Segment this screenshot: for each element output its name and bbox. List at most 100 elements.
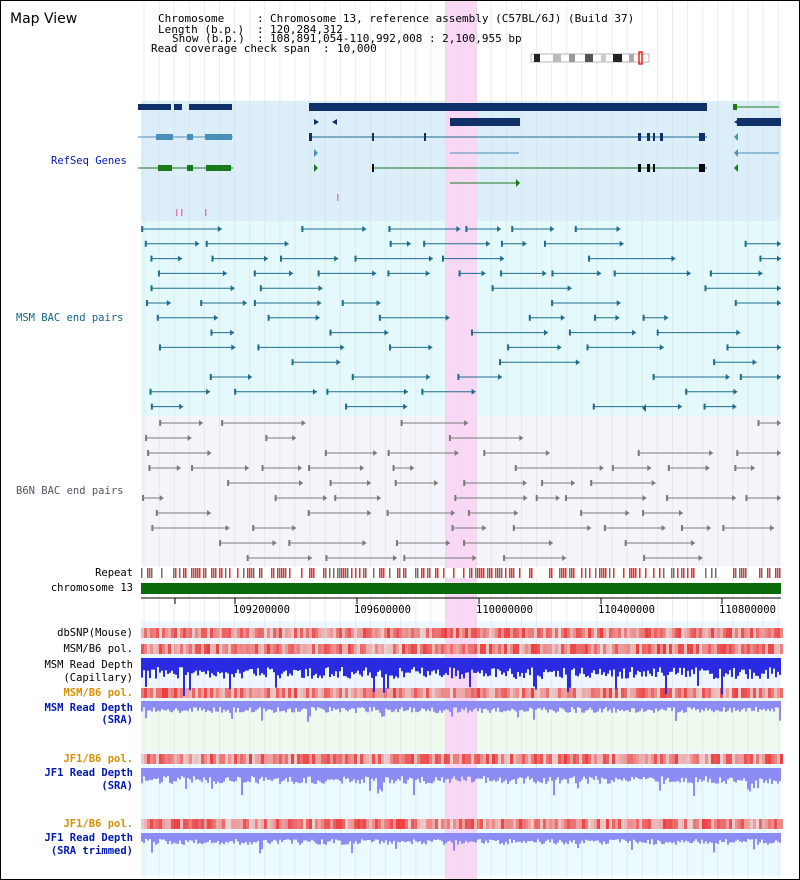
jf1-trimmed-depth-bar	[611, 833, 613, 840]
track-label-jf1-read-depth-trimmed[interactable]: JF1 Read Depth	[44, 832, 133, 844]
dbsnp-heat-cell	[183, 628, 186, 638]
jf1-b6-pol-2-heat-cell	[159, 819, 162, 829]
msm-capillary-depth-bar	[471, 658, 473, 670]
msm-b6-pol-heat-cell	[426, 644, 429, 654]
msm-sra-depth-bar	[703, 701, 705, 712]
gene-mark	[181, 209, 183, 216]
jf1-b6-pol-heat-cell	[228, 754, 231, 764]
repeat-mark	[151, 568, 153, 578]
msm-capillary-depth-bar	[611, 658, 613, 677]
jf1-sra-depth-bar	[381, 768, 383, 792]
jf1-trimmed-depth-bar	[649, 833, 651, 845]
track-label-jf1-b6-pol[interactable]: JF1/B6 pol.	[63, 753, 133, 765]
msm-capillary-depth-bar	[273, 658, 275, 673]
jf1-b6-pol-heat-cell	[699, 754, 702, 764]
jf1-trimmed-depth-bar	[319, 833, 321, 845]
jf1-sra-depth-bar	[209, 768, 211, 778]
msm-sra-depth-bar	[257, 701, 259, 709]
msm-sra-depth-bar	[401, 701, 403, 708]
jf1-trimmed-depth-bar	[667, 833, 669, 843]
jf1-trimmed-depth-bar	[617, 833, 619, 840]
msm-sra-depth-bar	[173, 701, 175, 711]
jf1-b6-pol-heat-cell	[216, 754, 219, 764]
jf1-b6-pol-2-heat-cell	[690, 819, 693, 829]
msm-capillary-depth-bar	[465, 658, 467, 673]
dbsnp-heat-cell	[177, 628, 180, 638]
dbsnp-heat-cell	[693, 628, 696, 638]
track-label-refseq-genes[interactable]: RefSeq Genes	[51, 155, 127, 167]
dbsnp-heat-cell	[639, 628, 642, 638]
track-label-dbsnp[interactable]: dbSNP(Mouse)	[57, 627, 133, 639]
track-label-msm-read-depth-sra[interactable]: MSM Read Depth	[44, 702, 133, 714]
jf1-b6-pol-2-heat-cell	[420, 819, 423, 829]
msm-b6-pol-heat-cell	[246, 644, 249, 654]
track-label-repeat[interactable]: Repeat	[95, 567, 133, 579]
jf1-sra-depth-bar	[561, 768, 563, 781]
msm-sra-depth-bar	[457, 701, 459, 713]
jf1-sra-depth-bar	[349, 768, 351, 783]
track-label-msm-bac-end-pairs[interactable]: MSM BAC end pairs	[16, 312, 124, 324]
repeat-mark	[595, 568, 597, 578]
msm-sra-depth-bar	[633, 701, 635, 709]
msm-capillary-depth-bar	[417, 658, 419, 672]
msm-sra-depth-bar	[429, 701, 431, 712]
msm-sra-depth-bar	[709, 701, 711, 709]
track-label-msm-read-depth[interactable]: MSM Read Depth	[44, 659, 133, 671]
msm-b6-pol-heat-cell	[240, 644, 243, 654]
track-label-jf1-b6-pol-2[interactable]: JF1/B6 pol.	[63, 818, 133, 830]
jf1-trimmed-depth-bar	[761, 833, 763, 840]
msm-b6-pol-heat-cell	[186, 644, 189, 654]
msm-b6-pol-heat-cell	[468, 644, 471, 654]
msm-sra-depth-bar	[771, 701, 773, 709]
repeat-mark	[739, 568, 741, 578]
msm-sra-depth-bar	[627, 701, 629, 711]
msm-b6-pol-heat-cell	[720, 644, 723, 654]
msm-sra-depth-bar	[589, 701, 591, 708]
track-label-b6n-bac-end-pairs[interactable]: B6N BAC end pairs	[16, 485, 124, 497]
msm-sra-depth-bar	[175, 701, 177, 709]
b6n-bac-pair-end	[147, 450, 150, 456]
repeat-mark	[435, 568, 437, 578]
jf1-sra-depth-bar	[461, 768, 463, 777]
gene-exon	[205, 134, 232, 140]
msm-capillary-depth-bar	[231, 658, 233, 675]
jf1-trimmed-depth-bar	[189, 833, 191, 841]
msm-bac-pair-end	[567, 285, 572, 292]
msm-capillary-depth-bar	[243, 658, 245, 672]
jf1-b6-pol-heat-cell	[759, 754, 762, 764]
msm-capillary-depth-bar	[693, 658, 695, 675]
msm-sra-depth-bar	[521, 701, 523, 710]
track-label-msm-b6-pol-sra[interactable]: MSM/B6 pol.	[63, 687, 133, 699]
jf1-sra-depth-bar	[611, 768, 613, 781]
msm-bac-pair-end	[421, 388, 424, 395]
msm-sra-depth-bar	[449, 701, 451, 712]
jf1-sra-depth-bar	[727, 768, 729, 780]
jf1-b6-pol-heat-cell	[423, 754, 426, 764]
msm-sra-depth-bar	[749, 701, 751, 708]
msm-bac-pair-end	[568, 329, 571, 336]
jf1-trimmed-depth-bar	[543, 833, 545, 844]
msm-bac-pair-end	[340, 344, 345, 351]
jf1-sra-depth-bar	[203, 768, 205, 778]
track-label-msm-b6-pol[interactable]: MSM/B6 pol.	[63, 643, 133, 655]
msm-capillary-depth-bar	[281, 658, 283, 674]
jf1-b6-pol-2-heat-cell	[474, 819, 477, 829]
jf1-sra-depth-bar	[489, 768, 491, 781]
jf1-b6-pol-2-heat-cell	[306, 819, 309, 829]
track-label-jf1-read-depth-sra[interactable]: JF1 Read Depth	[44, 767, 133, 779]
msm-b6-pol-sra-heat-cell	[558, 688, 561, 698]
msm-capillary-depth-bar	[209, 658, 211, 678]
msm-b6-pol-sra-heat-cell	[600, 688, 603, 698]
msm-capillary-depth-bar	[677, 658, 679, 673]
msm-sra-depth-bar	[161, 701, 163, 709]
jf1-sra-depth-bar	[391, 768, 393, 780]
repeat-mark	[309, 568, 311, 578]
msm-bac-pair-end	[543, 240, 546, 247]
msm-sra-depth-bar	[547, 701, 549, 713]
jf1-trimmed-depth-bar	[587, 833, 589, 841]
dbsnp-heat-cell	[696, 628, 699, 638]
msm-capillary-depth-bar	[411, 658, 413, 670]
jf1-trimmed-depth-bar	[569, 833, 571, 841]
track-label-chromosome[interactable]: chromosome 13	[50, 582, 133, 594]
